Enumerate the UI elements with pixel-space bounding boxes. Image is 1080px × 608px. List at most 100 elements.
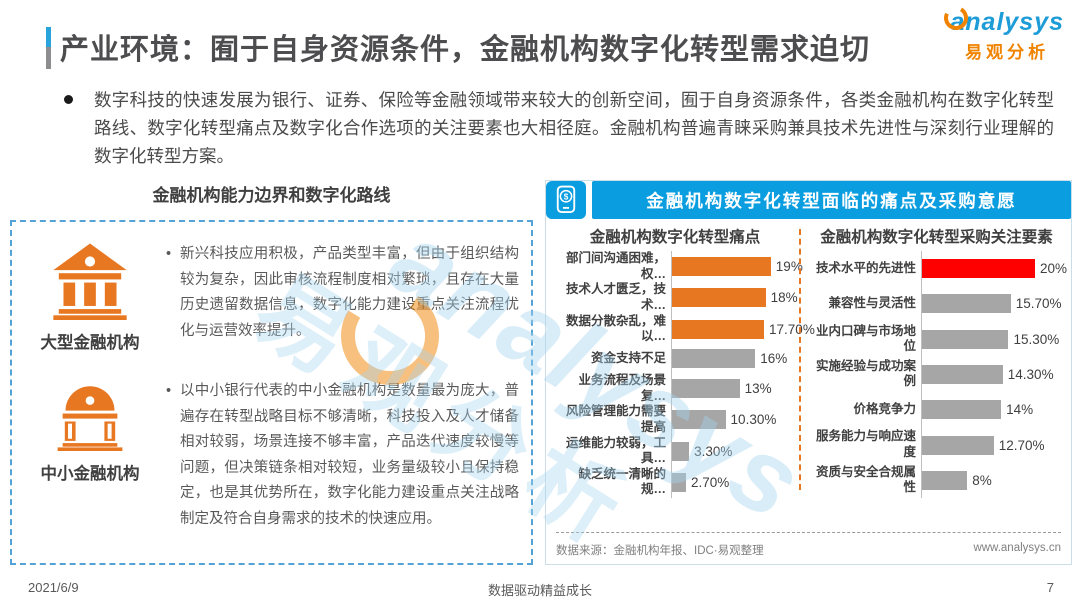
chart-row: 业内口碑与市场地位 15.30% (806, 321, 1067, 357)
chart-title: 金融机构数字化转型痛点 (589, 229, 761, 246)
small-institution-item: 中小金融机构 以中小银行代表的中小金融机构是数量最为庞大，普遍存在转型战略目标不… (12, 353, 531, 532)
mobile-finance-icon: $ (546, 181, 586, 219)
bar (922, 294, 1011, 314)
chart-title: 金融机构数字化转型采购关注要素 (820, 229, 1053, 246)
category-label: 资质与安全合规属性 (815, 464, 916, 495)
category-label: 价格竞争力 (853, 401, 916, 416)
bar-track: 14% (921, 392, 1067, 428)
footer-page-number: 7 (1046, 580, 1054, 595)
category-label: 业务流程及场景复… (578, 373, 666, 403)
bar (922, 435, 994, 455)
bullet-dot (64, 95, 73, 104)
svg-text:$: $ (564, 192, 569, 201)
chart-row: 价格竞争力 14% (806, 392, 1067, 428)
chart-row: 业务流程及场景复… 13% (554, 373, 796, 405)
category-label: 实施经验与成功案例 (815, 358, 916, 389)
chart-row: 数据分散杂乱，难以… 17.70% (554, 313, 815, 345)
bar-track: 15.70% (921, 286, 1067, 322)
intro-paragraph: 数字科技的快速发展为银行、证券、保险等金融领域带来较大的创新空间，囿于自身资源条… (62, 86, 1054, 170)
chart-divider (799, 229, 801, 490)
bar (672, 257, 771, 277)
purchase-factors-chart: 金融机构数字化转型采购关注要素 技术水平的先进性 20% 兼容性与灵活性 15.70%… (806, 225, 1067, 498)
bar-value-label: 14% (1006, 402, 1034, 418)
bar-value-label: 19% (775, 259, 803, 275)
data-source-text: 数据来源：金融机构年报、IDC·易观整理 (556, 545, 764, 557)
bar-track: 19% (671, 251, 803, 283)
footer-slogan: 数据驱动精益成长 (487, 583, 592, 598)
bar-track: 17.70% (671, 313, 815, 345)
pain-points-chart: 金融机构数字化转型痛点 部门间沟通困难，权… 19% 技术人才匮乏，技术… 18% 数据… (554, 225, 815, 498)
category-label: 风险管理能力需要提高 (565, 404, 666, 434)
large-institution-item: 大型金融机构 新兴科技应用积极，产品类型丰富，但由于组织结构较为复杂，因此审核流… (12, 222, 531, 353)
left-panel-heading: 金融机构能力边界和数字化路线 (152, 186, 391, 205)
logo-swirl-icon (944, 6, 969, 30)
bar (922, 329, 1009, 349)
chart-row: 技术水平的先进性 20% (806, 251, 1068, 287)
chart-row: 资金支持不足 16% (554, 344, 796, 373)
category-label: 数据分散杂乱，难以… (565, 313, 666, 344)
bar (672, 379, 740, 399)
category-label: 技术水平的先进性 (815, 260, 916, 275)
page-footer: 2021/6/9 数据驱动精益成长 7 (0, 580, 1080, 600)
small-institution-label: 中小金融机构 (40, 465, 140, 483)
chart-row: 资质与安全合规属性 8% (806, 462, 1067, 498)
panel-header: $ 金融机构数字化转型面临的痛点及采购意愿 (546, 181, 1071, 219)
logo-brand-text: analysys (950, 8, 1064, 36)
capability-panel: 大型金融机构 新兴科技应用积极，产品类型丰富，但由于组织结构较为复杂，因此审核流… (10, 220, 533, 565)
bar (672, 410, 726, 430)
page-title: 产业环境：囿于自身资源条件，金融机构数字化转型需求迫切 (60, 34, 871, 66)
chart-row: 服务能力与响应速度 12.70% (806, 427, 1067, 463)
small-bank-icon (57, 386, 123, 451)
panel-title: 金融机构数字化转型面临的痛点及采购意愿 (592, 181, 1071, 219)
bar-track: 8% (921, 462, 1067, 498)
category-label: 资金支持不足 (590, 351, 666, 366)
chart-row: 技术人才匮乏，技术… 18% (554, 282, 798, 314)
bar-value-label: 15.30% (1013, 331, 1060, 347)
bar-track: 12.70% (921, 427, 1067, 463)
chart-rows: 部门间沟通困难，权… 19% 技术人才匮乏，技术… 18% 数据分散杂乱，难以… 17.7… (554, 251, 815, 498)
category-label: 业内口碑与市场地位 (815, 323, 916, 354)
bar-value-label: 16% (760, 351, 788, 367)
bar-value-label: 18% (770, 290, 798, 306)
bar-value-label: 14.30% (1007, 366, 1054, 382)
bar (922, 400, 1002, 420)
chart-row: 实施经验与成功案例 14.30% (806, 356, 1067, 393)
bar (922, 364, 1003, 384)
bar-track: 15.30% (921, 321, 1067, 357)
title-accent-bar (46, 27, 51, 69)
category-label: 兼容性与灵活性 (828, 296, 916, 311)
bar (672, 349, 756, 369)
bar (672, 472, 687, 492)
bar-track: 16% (671, 344, 796, 373)
bar-track: 18% (671, 282, 798, 314)
website-text: www.analysys.cn (973, 542, 1061, 554)
bar-value-label: 8% (972, 472, 992, 488)
bar-value-label: 12.70% (998, 437, 1045, 453)
chart-rows: 技术水平的先进性 20% 兼容性与灵活性 15.70% 业内口碑与市场地位 15.30% 实… (806, 251, 1067, 498)
chart-row: 兼容性与灵活性 15.70% (806, 286, 1067, 322)
bar-value-label: 2.70% (691, 474, 730, 490)
category-label: 运维能力较弱，工具… (565, 435, 666, 466)
intro-text: 数字科技的快速发展为银行、证券、保险等金融领域带来较大的创新空间，囿于自身资源条… (94, 90, 1054, 166)
chart-row: 部门间沟通困难，权… 19% (554, 251, 803, 283)
bar-value-label: 15.70% (1015, 296, 1062, 312)
bar (672, 288, 766, 308)
bar-value-label: 3.30% (694, 443, 733, 459)
bar-value-label: 20% (1040, 261, 1068, 277)
bar-track: 13% (671, 373, 796, 405)
charts-area: 金融机构数字化转型痛点 部门间沟通困难，权… 19% 技术人才匮乏，技术… 18% 数据… (554, 225, 1067, 498)
large-institution-text: 新兴科技应用积极，产品类型丰富，但由于组织结构较为复杂，因此审核流程制度相对繁琐… (166, 242, 519, 344)
panel-footer: 数据来源：金融机构年报、IDC·易观整理 www.analysys.cn (556, 532, 1061, 558)
small-institution-text: 以中小银行代表的中小金融机构是数量最为庞大，普遍存在转型战略目标不够清晰，科技投… (166, 379, 519, 532)
bar-track: 10.30% (671, 404, 796, 436)
chart-row: 运维能力较弱，工具… 3.30% (554, 435, 796, 467)
bar-track: 2.70% (671, 466, 796, 498)
footer-date: 2021/6/9 (28, 580, 79, 595)
bar-value-label: 17.70% (769, 321, 815, 337)
category-label: 部门间沟通困难，权… (565, 251, 666, 281)
category-label: 技术人才匮乏，技术… (565, 282, 666, 312)
bar-track: 14.30% (921, 356, 1067, 393)
chart-row: 风险管理能力需要提高 10.30% (554, 404, 796, 436)
bar (672, 319, 765, 339)
